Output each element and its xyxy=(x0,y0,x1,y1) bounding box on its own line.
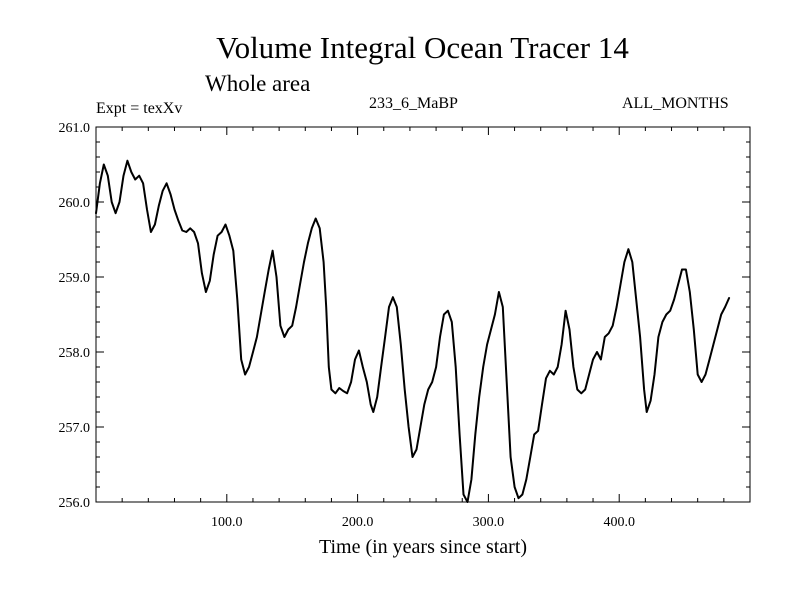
experiment-label: Expt = texXv xyxy=(96,100,183,117)
y-tick-label: 257.0 xyxy=(59,421,91,436)
plot-frame xyxy=(95,126,751,503)
y-tick-label: 256.0 xyxy=(59,496,91,511)
axis-tick-labels: 100.0 200.0 300.0 400.0 256.0 257.0 258.0 259.0… xyxy=(59,121,635,530)
x-tick-label: 300.0 xyxy=(473,515,505,530)
x-tick-label: 200.0 xyxy=(342,515,374,530)
x-tick-label: 400.0 xyxy=(603,515,635,530)
y-tick-label: 260.0 xyxy=(59,196,91,211)
run-label: 233_6_MaBP xyxy=(369,95,458,112)
chart-title: Volume Integral Ocean Tracer 14 xyxy=(216,30,629,65)
chart-subtitle: Whole area xyxy=(205,71,311,96)
y-tick-label: 261.0 xyxy=(59,121,91,136)
y-tick-label: 259.0 xyxy=(59,271,91,286)
series-line xyxy=(95,159,731,503)
y-tick-label: 258.0 xyxy=(59,346,91,361)
months-label: ALL_MONTHS xyxy=(622,95,729,112)
axis-ticks xyxy=(96,127,750,502)
x-axis-label: Time (in years since start) xyxy=(318,536,528,558)
x-tick-label: 100.0 xyxy=(211,515,243,530)
